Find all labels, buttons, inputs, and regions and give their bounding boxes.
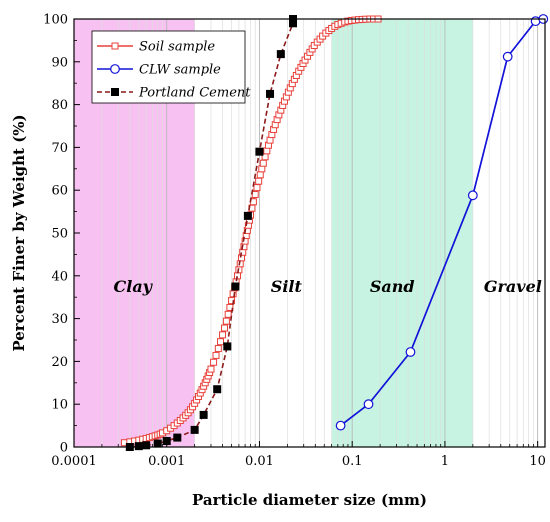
data-point [229,290,237,298]
data-point [255,177,263,185]
y-axis-title: Percent Finer by Weight (%) [10,114,28,351]
data-point [221,324,229,332]
data-point [335,420,346,431]
data-point [276,50,285,59]
y-tick-label: 30 [51,312,68,327]
data-point [405,347,416,357]
data-point [219,331,227,339]
x-tick-label: 10 [529,454,546,469]
y-tick-label: 100 [43,13,68,28]
region-labels: Clay Silt Sand Gravel [114,277,542,296]
legend-entry-clw-sample: CLW sample [97,63,221,78]
y-tick-label: 90 [51,55,68,70]
data-point [231,282,240,291]
data-point [363,399,374,410]
region-label-gravel: Gravel [484,277,542,296]
data-point [502,51,513,62]
data-point [173,433,182,442]
region-label-silt: Silt [271,277,303,296]
x-tick-label: 0.1 [342,454,363,469]
data-point [266,89,275,98]
y-tick-label: 80 [51,98,68,113]
data-point [222,317,230,325]
y-tick-label: 20 [51,355,68,370]
data-point [228,297,236,305]
data-point [251,190,259,198]
data-point [199,410,208,419]
data-point [243,211,252,220]
data-point [214,345,222,353]
y-tick-label: 0 [60,441,68,456]
data-point [216,338,224,346]
region-sand [331,19,473,447]
data-point [212,351,220,359]
legend-label: CLW sample [139,63,221,78]
data-point [153,439,162,448]
region-label-sand: Sand [370,277,415,296]
legend-label: Soil sample [139,40,215,55]
series-clw-sample [335,14,549,431]
x-axis-title: Particle diameter size (mm) [192,491,427,509]
y-tick-label: 40 [51,269,68,284]
data-point [253,184,261,192]
x-tick-label: 0.0001 [51,454,97,469]
data-point [259,159,267,167]
data-point [111,88,119,96]
y-tick-label: 10 [51,398,68,413]
data-point [224,310,232,318]
legend: Soil sample CLW sample Portland Cement [91,30,251,104]
axes: 0.0001 0.001 0.01 0.1 1 100102030405060708090… [43,13,546,470]
series-layer [120,14,549,451]
data-point [213,385,222,394]
y-tick-label: 60 [51,184,68,199]
data-point [190,425,199,434]
x-tick-label: 1 [441,454,449,469]
data-point [210,358,218,366]
region-label-clay: Clay [114,277,154,296]
y-tick-label: 70 [51,141,68,156]
x-tick-label: 0.001 [148,454,185,469]
data-point [110,64,120,74]
x-tick-label: 0.01 [245,454,274,469]
legend-entry-portland-cement: Portland Cement [97,86,251,101]
data-point [226,303,234,311]
data-point [111,42,119,50]
data-point [467,190,478,201]
data-point [207,365,215,373]
legend-label: Portland Cement [138,86,251,101]
data-point [289,19,298,28]
data-point [223,342,232,351]
region-gravel [472,19,545,447]
data-point [256,171,264,179]
data-point [255,147,264,156]
legend-entry-soil-sample: Soil sample [97,40,215,55]
y-tick-label: 50 [51,227,68,242]
